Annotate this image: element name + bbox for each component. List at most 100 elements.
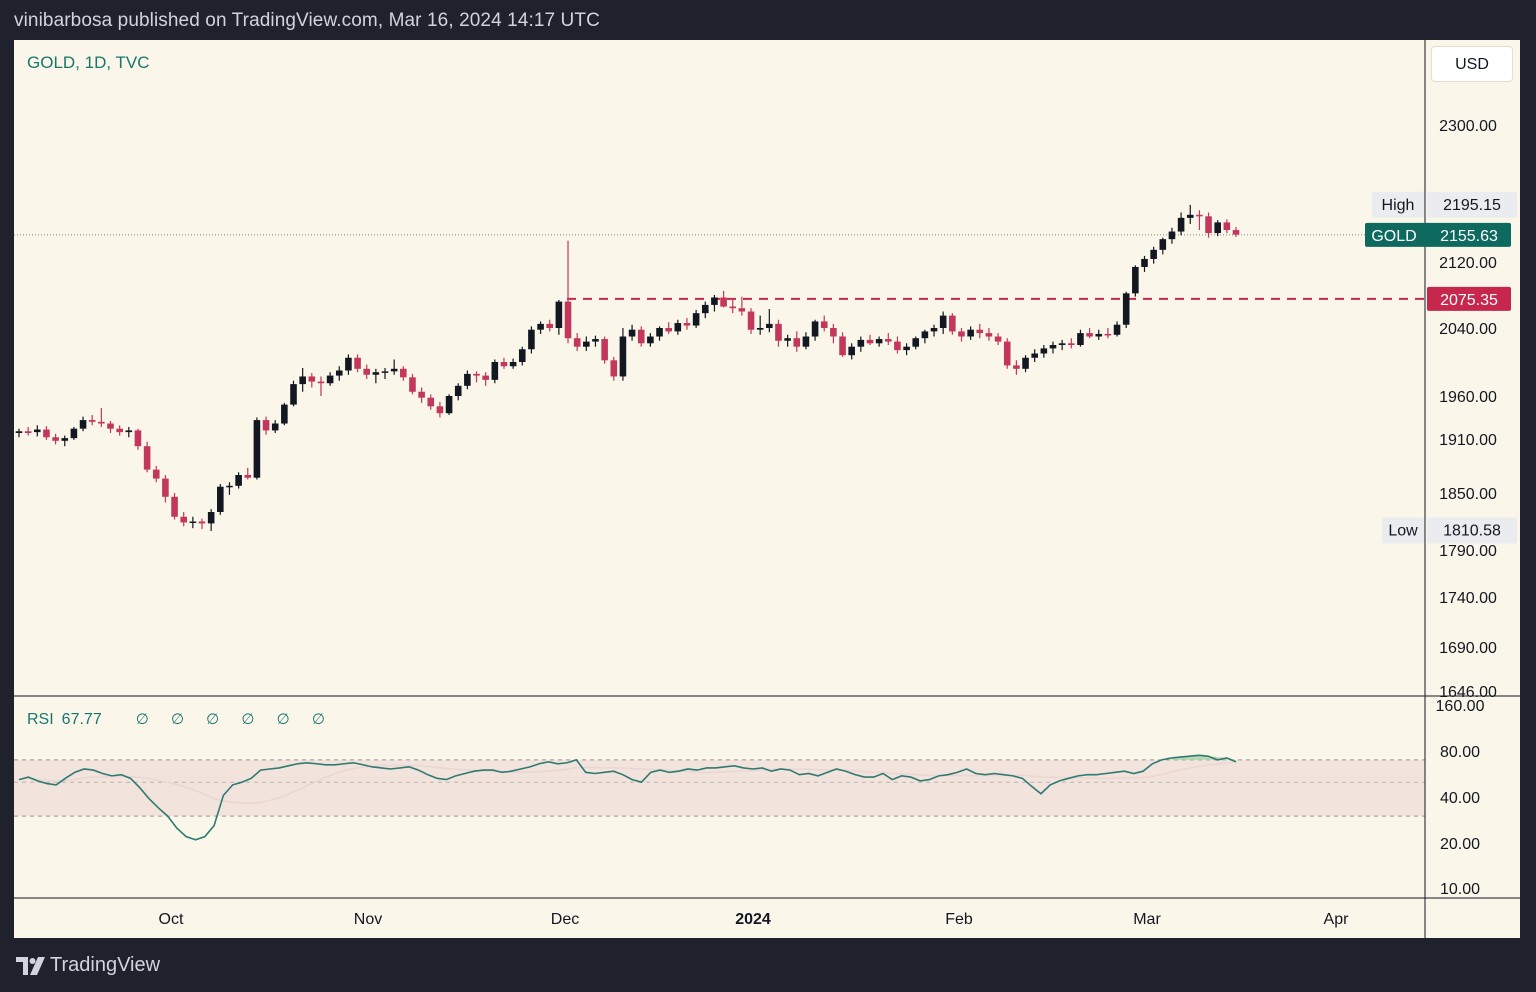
candle [674,319,682,335]
candle-body [958,331,965,337]
candle [528,326,535,354]
candle [1022,355,1029,373]
candle-body [848,346,855,356]
candle-body [500,362,508,367]
candle-body [1095,333,1103,337]
candle [1049,341,1057,354]
candle [1141,255,1148,272]
candle [610,356,618,381]
candle [1232,226,1240,237]
candle-body [701,304,709,314]
candle-body [271,423,279,431]
candle [555,299,563,335]
chart-canvas[interactable]: 2300.00 2120.00 2040.00 1960.00 1910.00 1850.… [14,40,1520,938]
candle-body [537,323,544,330]
candle [518,346,526,366]
candle-body [1077,333,1084,345]
candle [583,336,590,351]
chart-frame[interactable]: 2300.00 2120.00 2040.00 1960.00 1910.00 1850.… [14,40,1520,938]
price-tick-label: 1960.00 [1439,389,1497,406]
candle [1205,212,1212,238]
price-tick-label: 1646.00 [1439,684,1497,701]
candle-body [400,368,407,378]
candle-body [299,376,306,385]
candle-body [171,496,178,517]
candle [1031,349,1038,362]
candle [107,420,114,433]
candle [1132,265,1139,297]
price-tick-label: 2300.00 [1439,118,1497,135]
candle-body [43,429,50,438]
candle [683,318,691,330]
candle-body [738,308,746,312]
candle [1223,219,1231,234]
price-tick-label: 1910.00 [1439,432,1497,449]
candle-body [1168,231,1176,240]
candle [1168,227,1176,244]
time-tick-label: Apr [1324,911,1350,928]
candle [226,482,233,495]
candle [903,343,910,356]
symbol-legend[interactable]: GOLD, 1D, TVC [27,53,150,72]
candle-body [107,423,114,429]
candle [262,416,270,435]
price-tick-label: 1690.00 [1439,640,1497,657]
candle-body [317,381,325,384]
candle-body [34,429,41,433]
candle [537,321,544,334]
candle [290,380,297,407]
currency-button[interactable]: USD [1431,46,1513,82]
candle-body [857,339,865,347]
candle [756,315,764,335]
rsi-legend[interactable]: RSI 67.77 ∅ ∅ ∅ ∅ ∅ ∅ [27,710,334,729]
candle [601,336,608,364]
candle [766,309,773,333]
candle-body [88,420,96,422]
candle-body [262,420,270,431]
rsi-tick-label: 10.00 [1440,881,1480,898]
candle-body [98,421,105,424]
candle [34,425,41,437]
candle [1058,339,1066,351]
rsi-line [18,754,1237,841]
candle-body [1104,333,1112,336]
high-tag-label: High [1382,197,1415,214]
candle [875,336,883,347]
candle-body [1150,249,1157,259]
candle [573,333,581,351]
candle-body [610,360,618,377]
candle-body [143,446,151,470]
rsi-tick-label: 160.00 [1436,698,1485,715]
candle [253,417,261,480]
candle-body [1159,239,1167,250]
candle-body [1232,230,1240,235]
candle [1214,220,1221,237]
candle-body [573,338,581,347]
candle-body [491,362,499,380]
candle [738,296,746,316]
candle-body [720,297,727,307]
candle-body [756,328,764,330]
candle-body [747,311,755,330]
candle-body [592,339,599,342]
candle [88,414,96,426]
candle-body [564,301,572,339]
candle [1013,360,1020,375]
candle-body [134,430,142,447]
candle [464,370,471,390]
candle-body [1177,217,1185,232]
candle-body [912,338,920,347]
candle [976,323,984,339]
candle [820,315,828,332]
candle-body [189,521,197,523]
candle [628,324,636,341]
candle-body [482,375,489,380]
candle-body [518,349,526,362]
candle [619,328,627,381]
candle [592,335,599,347]
candle-body [1031,353,1038,358]
candle-body [985,333,993,337]
candle [711,295,718,312]
candle-body [1022,357,1029,369]
candle [564,240,572,344]
